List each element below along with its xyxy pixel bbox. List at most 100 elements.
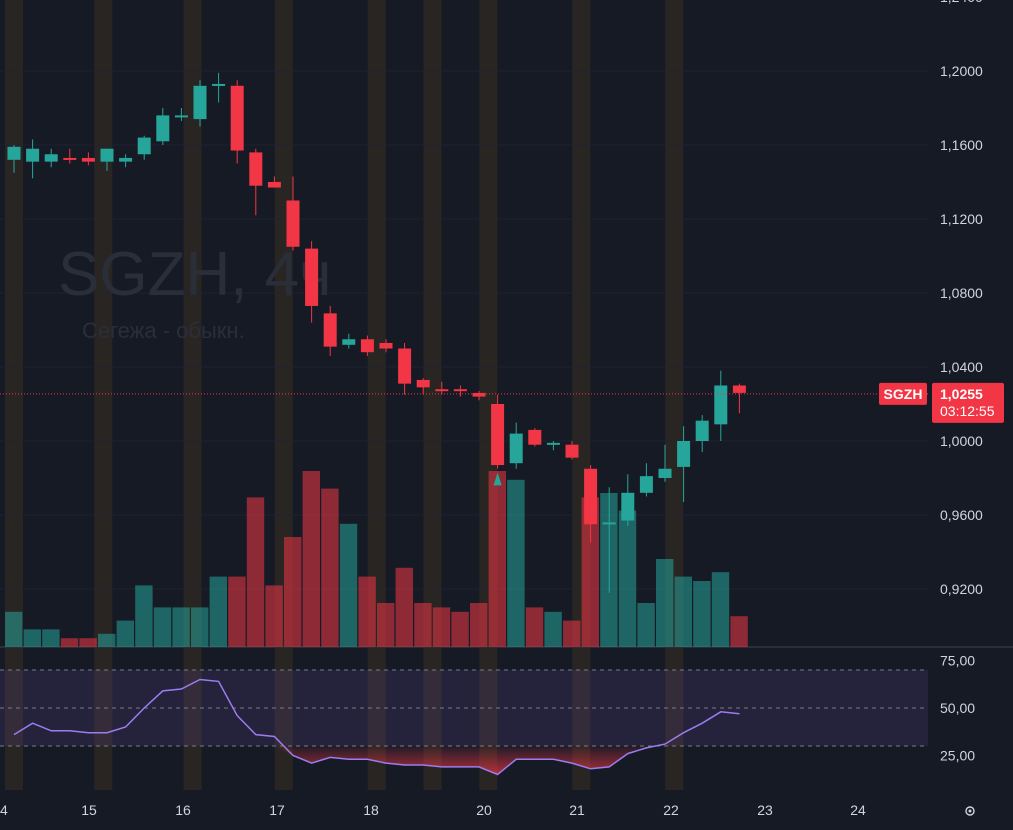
volume-bar [730,616,748,647]
candle-body [137,137,151,155]
volume-bar [377,603,395,647]
price-tick-label: 1,2400 [940,0,983,5]
candle[interactable] [174,108,188,121]
candle[interactable] [379,339,393,353]
candle-body [732,385,746,393]
candle-body [472,392,486,397]
volume-bar [172,607,190,647]
symbol-badge-label: SGZH [884,386,923,402]
candlestick-series[interactable] [7,72,746,593]
candle[interactable] [658,444,672,482]
price-tick-label: 1,1200 [940,211,983,227]
volume-bar [265,585,283,647]
volume-bar [228,576,246,647]
candle-body [416,379,430,388]
time-axis[interactable]: 4 15 16 17 18 20 21 22 23 24 [0,802,866,818]
watermark-subtitle: Сегежа - обыкн. [82,318,245,343]
session-band [5,0,23,790]
time-tick-label: 22 [663,802,679,818]
candle[interactable] [435,381,449,395]
candle[interactable] [63,148,77,164]
candle[interactable] [26,139,40,179]
last-price-label: 1,0255 [940,386,983,402]
volume-bar [414,603,432,647]
candle[interactable] [81,152,95,166]
volume-bar [451,611,469,647]
candle[interactable] [360,335,374,356]
candle-body [435,389,449,392]
rsi-axis[interactable]: 75,00 50,00 25,00 [940,653,975,764]
candle-body [193,85,207,120]
candle[interactable] [677,426,691,503]
candle[interactable] [267,176,281,188]
candle-body [119,157,133,162]
price-axis[interactable]: 1,2400 1,2000 1,1600 1,1200 1,0800 1,0400 1,00… [940,0,983,597]
candle[interactable] [249,148,263,216]
candle[interactable] [305,241,319,323]
candle[interactable] [342,333,356,349]
volume-bar [563,620,581,647]
volume-bar [321,488,339,647]
volume-bar [711,572,730,647]
volume-bar [135,585,153,647]
candle[interactable] [212,72,226,103]
candle[interactable] [323,305,337,356]
time-tick-label: 23 [757,802,773,818]
time-tick-label: 24 [850,802,866,818]
rsi-tick-label: 75,00 [940,653,975,669]
candle[interactable] [453,385,467,397]
candle-body [546,442,560,445]
candle[interactable] [44,148,58,168]
candle[interactable] [230,80,244,164]
candle[interactable] [472,391,486,401]
candle[interactable] [509,422,523,469]
candle-body [584,468,598,525]
candle-body [528,429,542,445]
volume-bar [656,559,674,647]
time-tick-label: 21 [569,802,585,818]
candle-body [602,522,616,525]
volume-bar [5,611,23,647]
candle-body [509,433,523,464]
candle[interactable] [584,465,598,543]
candle-body [491,404,505,466]
candle[interactable] [732,383,746,414]
candle[interactable] [286,176,300,251]
candle-body [658,468,672,478]
volume-bar [674,576,692,647]
candle[interactable] [546,441,560,451]
candle[interactable] [156,108,170,145]
candle-body [100,148,114,162]
candle[interactable] [119,154,133,168]
candle[interactable] [602,487,616,593]
settings-gear-icon[interactable] [965,806,975,816]
session-band [423,0,442,790]
candle[interactable] [7,145,21,173]
candle[interactable] [100,148,114,171]
candle[interactable] [639,463,653,497]
rsi-tick-label: 50,00 [940,700,975,716]
candle[interactable] [416,378,430,395]
candle-body [286,200,300,247]
candle[interactable] [565,441,579,460]
candle[interactable] [714,370,728,441]
candle-body [174,115,188,118]
candle-body [379,342,393,349]
volume-bar [191,607,209,647]
candle[interactable] [621,474,635,527]
candle[interactable] [137,135,151,160]
time-tick-label: 17 [269,802,285,818]
candle[interactable] [491,394,505,469]
volume-bar [98,633,116,647]
price-tick-label: 0,9200 [940,581,983,597]
rsi-line [13,678,740,776]
candle-body [695,420,709,441]
candle[interactable] [695,415,709,453]
volume-bar [116,620,134,647]
candle[interactable] [398,342,412,395]
candle-body [212,83,226,86]
candle[interactable] [528,428,542,447]
candle[interactable] [193,80,207,127]
bar-countdown-label: 03:12:55 [940,403,995,419]
